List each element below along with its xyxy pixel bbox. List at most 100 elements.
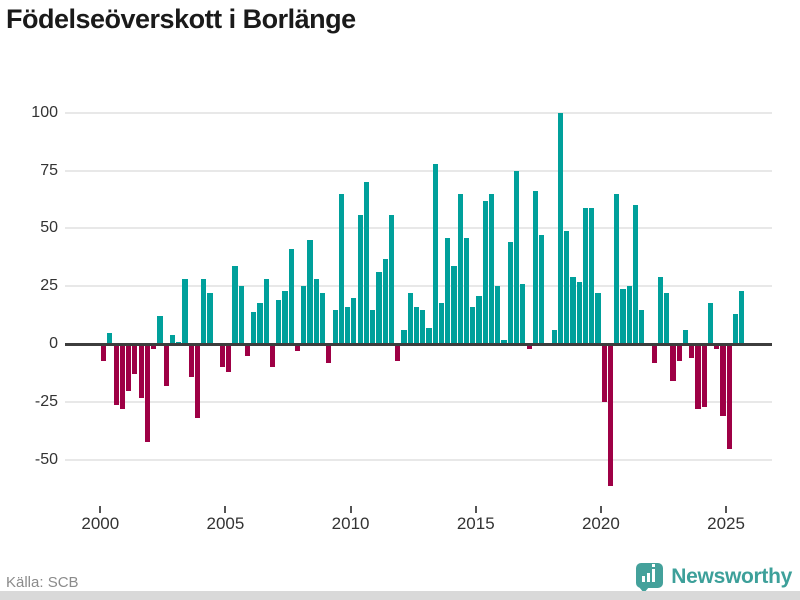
y-axis-label: 100 [31,103,58,121]
y-axis-label: -50 [34,451,58,469]
bar-positive [276,300,282,345]
bar-negative [144,344,150,442]
x-axis-label: 2015 [456,514,495,533]
logo-bar-icon [642,576,646,582]
bar-negative [194,344,201,419]
bar-negative [670,344,676,382]
bar-negative [601,344,607,403]
y-axis-label: 0 [49,335,58,353]
bar-positive [345,307,351,345]
bar-positive [576,281,582,345]
chart-title: Födelseöverskott i Borlänge [6,4,356,34]
bar-positive [632,205,639,345]
bar-positive [263,279,269,345]
bar-positive [614,193,620,345]
bar-positive [495,286,501,345]
bar-negative [395,344,401,361]
gridline [65,227,772,230]
bar-positive [557,112,563,345]
y-axis-label: -25 [34,393,58,411]
bar-positive [551,330,557,345]
logo-bar-icon [647,573,651,582]
bar-negative [689,344,695,359]
bar-negative [101,344,107,361]
bar-positive [238,286,244,345]
bar-positive [476,295,482,345]
bar-negative [294,344,301,352]
logo-bubble-tail [639,587,650,593]
bar-positive [501,339,507,345]
y-axis-label: 25 [40,277,58,295]
logo-dot-icon [652,564,656,567]
bar-negative [188,344,194,377]
bar-positive [426,328,432,345]
bar-positive [357,214,363,345]
bar-negative [714,344,720,349]
bar-positive [445,237,451,345]
zero-axis-line [65,342,772,346]
bar-negative [126,344,132,391]
bar-negative [326,344,332,363]
bar-negative [695,344,701,410]
x-axis-tick [224,506,227,513]
bar-negative [163,344,169,386]
bar-negative [607,344,614,486]
gridline [65,111,772,114]
bar-positive [157,316,163,345]
bar-positive [432,163,438,345]
bottom-band [0,591,800,600]
bar-positive [363,182,369,345]
bar-positive [507,242,513,345]
bar-positive [532,191,538,345]
bar-negative [701,344,707,407]
bar-positive [288,249,294,345]
bar-positive [376,272,382,345]
bar-positive [313,279,319,345]
bar-positive [251,311,257,345]
bar-negative [132,344,138,375]
branding: Newsworthy [636,563,792,593]
x-axis-label: 2010 [331,514,370,533]
bar-positive [332,309,338,345]
bar-positive [488,193,495,345]
bar-positive [420,309,426,345]
bar-negative [526,344,532,349]
bar-negative [269,344,276,368]
bar-positive [595,293,601,345]
y-axis-label: 75 [40,161,58,179]
bar-positive [107,332,113,345]
source-label: Källa: SCB [6,574,79,591]
bar-positive [232,265,238,345]
x-axis-tick [725,506,728,513]
bar-positive [664,293,670,345]
x-axis-label: 2000 [81,514,120,533]
bar-negative [720,344,726,417]
gridline [65,401,772,404]
x-axis-label: 2020 [581,514,620,533]
bar-negative [219,344,226,368]
bar-positive [620,288,626,345]
bar-positive [626,286,632,345]
bar-positive [657,277,664,345]
bar-positive [570,277,576,345]
bar-positive [470,307,476,345]
bar-positive [463,237,470,345]
x-axis-tick [474,506,477,513]
bar-positive [564,230,570,345]
x-axis-tick [99,506,102,513]
y-axis-label: 50 [40,219,58,237]
bar-positive [169,335,176,345]
bar-positive [282,291,288,345]
bar-positive [582,207,588,345]
bar-positive [301,286,307,345]
bar-positive [707,302,714,345]
gridline [65,459,772,462]
bar-positive [438,302,445,345]
bar-positive [338,193,344,345]
bar-negative [113,344,119,405]
newsworthy-logo-icon [636,563,664,593]
gridline [65,285,772,288]
bar-positive [739,291,745,345]
bar-positive [539,235,545,345]
